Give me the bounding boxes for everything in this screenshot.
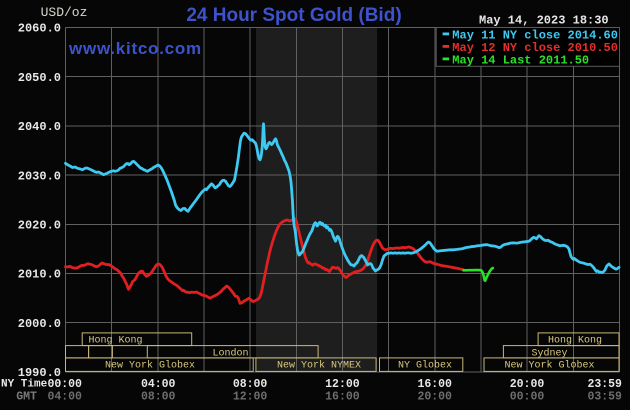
svg-text:May 12 NY close 2010.50: May 12 NY close 2010.50	[452, 41, 618, 55]
svg-text:12:00: 12:00	[325, 378, 360, 391]
svg-text:May 14, 2023 18:30: May 14, 2023 18:30	[479, 14, 609, 28]
svg-text:USD/oz: USD/oz	[41, 5, 88, 20]
svg-text:03:59: 03:59	[587, 390, 622, 403]
svg-text:GMT: GMT	[16, 390, 37, 403]
svg-text:www.kitco.com: www.kitco.com	[68, 39, 202, 58]
svg-text:Hong Kong: Hong Kong	[88, 336, 142, 347]
svg-text:New York Globex: New York Globex	[105, 360, 195, 372]
svg-text:12:00: 12:00	[233, 390, 268, 403]
svg-text:2000.0: 2000.0	[18, 317, 61, 331]
svg-text:16:00: 16:00	[325, 390, 360, 403]
svg-text:08:00: 08:00	[141, 390, 176, 403]
svg-text:2040.0: 2040.0	[18, 120, 61, 134]
svg-text:2050.0: 2050.0	[18, 71, 61, 85]
svg-text:May 11 NY close 2014.60: May 11 NY close 2014.60	[452, 28, 618, 42]
svg-text:08:00: 08:00	[233, 378, 268, 391]
svg-text:Hong Kong: Hong Kong	[548, 336, 602, 347]
svg-text:London: London	[212, 347, 248, 359]
svg-text:00:00: 00:00	[47, 378, 82, 391]
svg-text:NY Globex: NY Globex	[398, 360, 452, 372]
svg-text:New York NYMEX: New York NYMEX	[277, 360, 361, 372]
svg-text:04:00: 04:00	[141, 378, 176, 391]
svg-text:20:00: 20:00	[417, 390, 452, 403]
svg-text:2020.0: 2020.0	[18, 219, 61, 233]
svg-text:NY Time: NY Time	[1, 379, 48, 391]
svg-text:00:00: 00:00	[510, 390, 545, 403]
svg-text:24 Hour Spot Gold (Bid): 24 Hour Spot Gold (Bid)	[186, 5, 401, 26]
svg-text:20:00: 20:00	[510, 378, 545, 391]
svg-text:Sydney: Sydney	[531, 347, 567, 359]
svg-text:2030.0: 2030.0	[18, 169, 61, 183]
svg-text:16:00: 16:00	[417, 378, 452, 391]
svg-text:04:00: 04:00	[47, 390, 82, 403]
svg-text:May 14 Last 2011.50: May 14 Last 2011.50	[452, 53, 589, 67]
svg-text:23:59: 23:59	[587, 378, 622, 391]
svg-text:2010.0: 2010.0	[18, 268, 61, 282]
svg-text:New York Globex: New York Globex	[504, 360, 594, 372]
svg-text:1990.0: 1990.0	[18, 366, 61, 380]
svg-text:2060.0: 2060.0	[18, 22, 61, 36]
